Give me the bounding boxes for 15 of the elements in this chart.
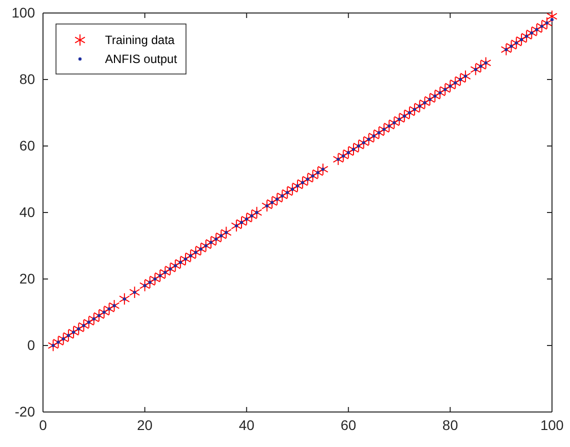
x-tick-label: 0 [39, 416, 48, 433]
x-tick-label: 20 [137, 416, 153, 433]
y-tick-label: 60 [19, 137, 36, 154]
y-tick-label: -20 [14, 403, 36, 420]
legend-label: ANFIS output [105, 52, 178, 66]
y-tick-label: 20 [19, 270, 36, 286]
y-tick-label: 80 [19, 70, 36, 87]
x-tick-label: 100 [540, 416, 564, 433]
legend-label: Training data [105, 33, 175, 47]
x-tick-label: 60 [340, 416, 356, 433]
x-tick-label: 80 [442, 416, 458, 433]
x-tick-label: 40 [238, 416, 255, 433]
y-tick-label: 40 [19, 204, 36, 220]
y-tick-label: 100 [12, 4, 36, 20]
y-tick-label: 0 [27, 336, 36, 353]
